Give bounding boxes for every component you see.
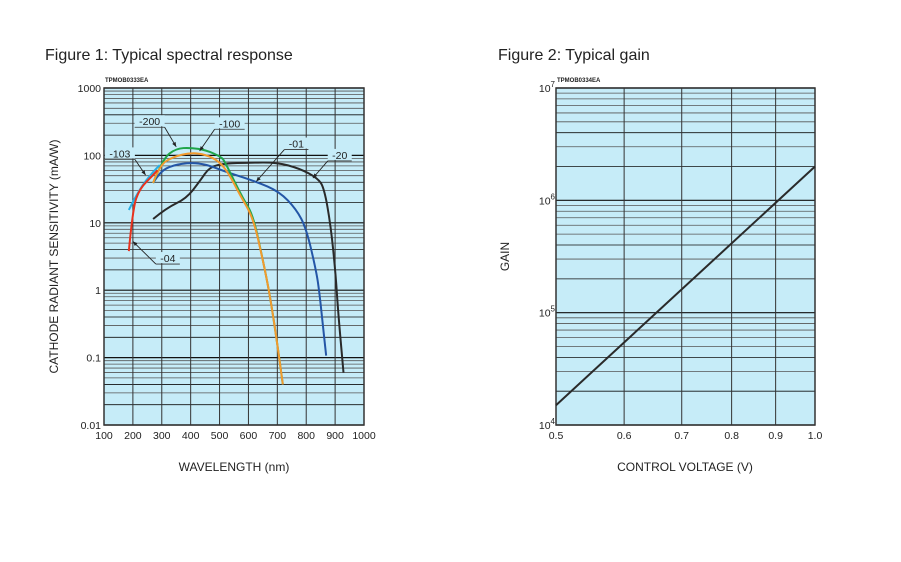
y-axis-title: GAIN (498, 242, 512, 271)
y-tick-label: 106 (539, 192, 556, 207)
annotation-arrowhead-icon (199, 146, 204, 152)
annotation-label: -200 (139, 116, 160, 128)
annotation-arrowhead-icon (141, 170, 146, 176)
y-tick-label: 100 (83, 150, 101, 162)
plot-background (104, 88, 364, 425)
x-tick-label: 700 (269, 430, 287, 442)
y-tick-label: 104 (539, 417, 556, 432)
x-tick-label: 200 (124, 430, 142, 442)
y-axis-title: CATHODE RADIANT SENSITIVITY (mA/W) (47, 139, 61, 373)
annotation-label: -01 (289, 139, 304, 151)
annotation-label: -103 (109, 148, 130, 160)
annotation-label-bg (284, 137, 309, 149)
annotation-arrowhead-icon (256, 176, 261, 182)
series-line-type-103 (127, 164, 161, 211)
annotation-label-bg (104, 147, 135, 159)
y-tick-label: 0.01 (81, 420, 102, 432)
y-tick-label: 0.1 (86, 353, 101, 365)
y-tick-label: 1000 (78, 83, 102, 95)
chart-1: 100 200 300 400 500 600 700 800 900 1000 0.01 0.1 1 1… (47, 78, 376, 474)
annotation-label-bg (327, 148, 352, 160)
y-tick-label: 107 (539, 80, 556, 95)
y-tick-label: 1 (95, 285, 101, 297)
series-line-type-01 (152, 162, 328, 356)
annotation-arrowhead-icon (132, 241, 138, 247)
annotation-label-bg (134, 115, 165, 127)
plot-background (556, 88, 815, 425)
x-tick-label: 0.5 (549, 430, 564, 442)
figure-code: TPMOB0334EA (557, 78, 601, 84)
x-tick-label: 300 (153, 430, 171, 442)
series-line-type-100 (152, 152, 284, 385)
x-axis-title: WAVELENGTH (nm) (179, 460, 290, 474)
series-line-type-20 (152, 161, 345, 373)
y-tick-label: 10 (89, 218, 101, 230)
x-tick-label: 1.0 (808, 430, 823, 442)
figure-2-title: Figure 2: Typical gain (498, 47, 650, 64)
x-tick-label: 1000 (352, 430, 376, 442)
chart-2: 0.5 0.6 0.7 0.8 0.9 1.0 104 105 106 107 TPMOB0334E… (498, 78, 822, 474)
figure-1-title: Figure 1: Typical spectral response (45, 47, 293, 64)
annotation-arrowhead-icon (172, 141, 177, 147)
x-tick-label: 100 (95, 430, 113, 442)
x-axis-title: CONTROL VOLTAGE (V) (617, 460, 753, 474)
figure-code: TPMOB0333EA (105, 78, 149, 84)
x-tick-label: 0.8 (724, 430, 739, 442)
annotation-leader-line (132, 241, 157, 265)
annotation-label: -04 (160, 253, 175, 265)
plot-frame (555, 87, 816, 426)
annotation-label-bg (155, 252, 180, 264)
x-tick-label: 900 (326, 430, 344, 442)
series-line-Gain (555, 165, 816, 406)
annotation-label: -20 (332, 150, 347, 162)
x-tick-label: 800 (297, 430, 315, 442)
x-tick-label: 400 (182, 430, 200, 442)
annotation-label: -100 (219, 118, 240, 130)
x-tick-label: 0.9 (768, 430, 783, 442)
x-tick-label: 0.6 (617, 430, 632, 442)
annotation-arrowhead-icon (312, 173, 318, 179)
x-tick-label: 500 (211, 430, 229, 442)
x-tick-label: 0.7 (674, 430, 689, 442)
series-line-type-04 (127, 169, 159, 252)
annotation-label-bg (214, 117, 245, 129)
annotation-leader-line (255, 149, 285, 182)
y-tick-label: 105 (539, 305, 556, 320)
x-tick-label: 600 (240, 430, 258, 442)
plot-frame (103, 87, 365, 426)
